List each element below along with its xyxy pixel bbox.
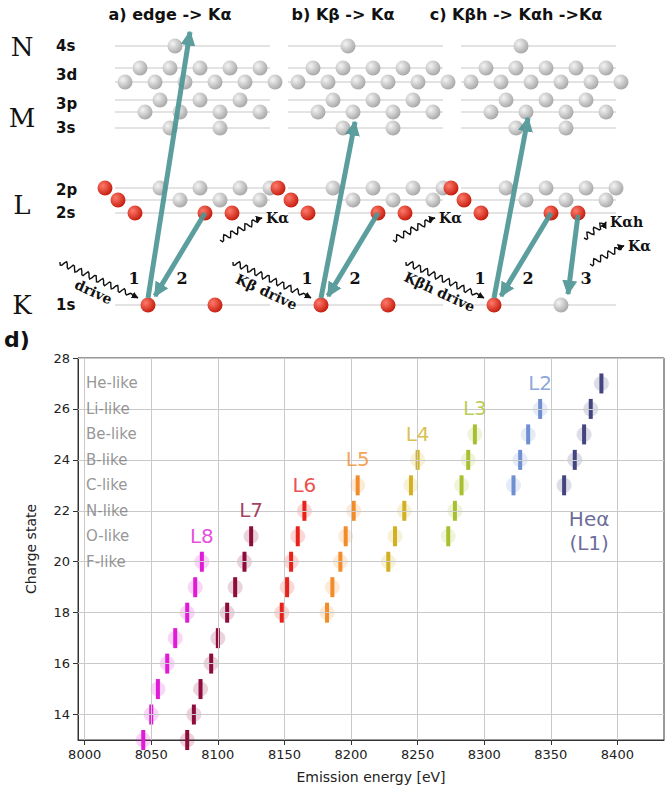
svg-text:14: 14 (53, 707, 70, 722)
svg-text:3d: 3d (56, 66, 77, 84)
svg-text:L3: L3 (463, 396, 487, 420)
svg-text:Emission energy [eV]: Emission energy [eV] (296, 769, 445, 785)
svg-text:L6: L6 (292, 473, 316, 497)
svg-text:b) Kβ -> Kα: b) Kβ -> Kα (292, 5, 395, 24)
svg-text:26: 26 (53, 401, 70, 416)
svg-text:8050: 8050 (135, 747, 168, 762)
svg-text:L2: L2 (528, 371, 552, 395)
svg-text:28: 28 (53, 351, 70, 366)
svg-text:drive: drive (72, 276, 115, 307)
svg-text:He-like: He-like (86, 374, 138, 392)
svg-text:24: 24 (53, 452, 70, 467)
svg-text:2: 2 (349, 269, 360, 288)
svg-text:B-like: B-like (86, 451, 127, 469)
svg-text:C-like: C-like (86, 476, 128, 494)
svg-text:3s: 3s (56, 119, 75, 137)
svg-text:N: N (11, 32, 34, 62)
svg-text:L: L (13, 190, 30, 220)
svg-text:O-like: O-like (86, 527, 129, 545)
svg-text:M: M (9, 103, 36, 133)
svg-text:Li-like: Li-like (86, 400, 130, 418)
svg-text:c) Kβh -> Kαh ->Kα: c) Kβh -> Kαh ->Kα (430, 5, 603, 24)
svg-text:2: 2 (522, 269, 533, 288)
svg-text:L8: L8 (190, 524, 214, 548)
svg-text:a) edge -> Kα: a) edge -> Kα (109, 5, 232, 24)
svg-text:18: 18 (53, 605, 70, 620)
svg-text:1s: 1s (56, 296, 75, 314)
svg-text:8150: 8150 (268, 747, 301, 762)
svg-text:4s: 4s (56, 37, 75, 55)
svg-text:1: 1 (128, 269, 139, 288)
svg-text:Kαh: Kαh (610, 214, 643, 230)
svg-text:L7: L7 (239, 498, 263, 522)
svg-text:Kα: Kα (439, 210, 462, 226)
svg-text:d): d) (4, 327, 30, 352)
svg-text:8100: 8100 (201, 747, 234, 762)
svg-text:1: 1 (474, 269, 485, 288)
svg-text:Kβ drive: Kβ drive (233, 271, 300, 313)
svg-text:K: K (12, 290, 32, 320)
svg-text:L5: L5 (346, 447, 370, 471)
svg-text:N-like: N-like (86, 502, 128, 520)
svg-text:Heα: Heα (569, 507, 610, 531)
svg-text:3p: 3p (56, 95, 77, 113)
svg-text:(L1): (L1) (569, 531, 608, 555)
svg-text:22: 22 (53, 503, 70, 518)
svg-text:8400: 8400 (601, 747, 634, 762)
svg-text:1: 1 (301, 269, 312, 288)
svg-text:2: 2 (176, 269, 187, 288)
svg-text:Kα: Kα (628, 238, 651, 254)
svg-text:8000: 8000 (68, 747, 101, 762)
svg-text:Be-like: Be-like (86, 425, 137, 443)
svg-text:Charge state: Charge state (23, 504, 39, 594)
svg-text:20: 20 (53, 554, 70, 569)
svg-text:Kβh drive: Kβh drive (402, 269, 478, 315)
svg-text:8200: 8200 (334, 747, 367, 762)
svg-text:8250: 8250 (401, 747, 434, 762)
svg-text:8300: 8300 (468, 747, 501, 762)
svg-text:Kα: Kα (266, 210, 289, 226)
svg-text:F-like: F-like (86, 553, 126, 571)
svg-text:2s: 2s (56, 204, 75, 222)
svg-text:3: 3 (580, 269, 591, 288)
svg-text:8350: 8350 (534, 747, 567, 762)
svg-text:16: 16 (53, 656, 70, 671)
svg-text:L4: L4 (406, 422, 430, 446)
svg-text:2p: 2p (56, 181, 77, 199)
